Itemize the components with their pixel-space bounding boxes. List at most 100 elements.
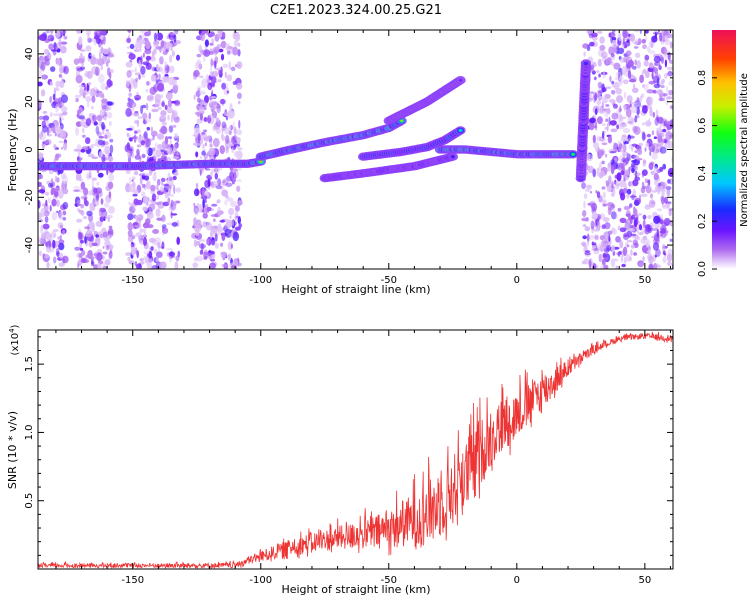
noise-speck (213, 180, 218, 186)
noise-speck (131, 234, 136, 240)
noise-speck (157, 242, 161, 249)
noise-speck (608, 116, 611, 127)
noise-speck (585, 188, 591, 193)
noise-speck (98, 136, 105, 139)
noise-speck (149, 237, 156, 243)
noise-speck (587, 184, 593, 190)
noise-speck (98, 38, 101, 44)
noise-speck (99, 109, 105, 116)
noise-speck (227, 156, 231, 161)
noise-speck (102, 251, 108, 255)
noise-speck (170, 114, 174, 123)
noise-speck (201, 78, 208, 88)
noise-speck (221, 31, 226, 39)
noise-speck (644, 227, 650, 235)
noise-speck (601, 142, 608, 146)
noise-speck (53, 144, 57, 149)
noise-speck (109, 144, 114, 154)
noise-speck (58, 39, 62, 47)
noise-speck (155, 251, 163, 259)
noise-speck (623, 79, 629, 85)
noise-speck (646, 89, 654, 94)
noise-speck (637, 148, 642, 156)
noise-speck (652, 111, 656, 118)
noise-speck (630, 164, 637, 172)
noise-speck (616, 172, 622, 182)
noise-speck (236, 150, 243, 160)
noise-speck (170, 46, 173, 51)
noise-speck (108, 173, 115, 182)
noise-speck (161, 224, 167, 229)
noise-speck (670, 238, 673, 242)
noise-speck (51, 187, 56, 193)
noise-speck (211, 203, 218, 207)
noise-speck (653, 136, 658, 139)
noise-speck (82, 127, 85, 134)
noise-speck (627, 175, 630, 178)
noise-speck (78, 178, 84, 182)
noise-speck (90, 105, 94, 110)
noise-speck (658, 132, 665, 138)
noise-speck (138, 74, 141, 80)
noise-speck (644, 30, 649, 34)
noise-speck (75, 173, 80, 181)
noise-speck (202, 143, 205, 149)
noise-speck (622, 37, 625, 46)
noise-speck (91, 242, 98, 247)
noise-speck (163, 183, 170, 187)
noise-speck (128, 30, 131, 34)
noise-speck (236, 185, 241, 192)
noise-speck (238, 119, 241, 129)
noise-speck (194, 207, 199, 216)
noise-speck (63, 142, 68, 151)
noise-speck (204, 39, 209, 47)
noise-speck (636, 60, 641, 69)
noise-speck (230, 66, 236, 72)
noise-speck (662, 256, 667, 264)
noise-speck (87, 153, 95, 158)
noise-speck (95, 220, 103, 227)
noise-speck (44, 216, 49, 223)
noise-speck (109, 68, 114, 74)
noise-speck (602, 191, 606, 199)
noise-speck (213, 46, 220, 54)
noise-speck (659, 225, 667, 233)
noise-speck (217, 30, 224, 38)
noise-speck (49, 96, 52, 104)
noise-speck (168, 205, 174, 212)
noise-speck (62, 229, 66, 235)
noise-speck (658, 30, 660, 33)
colorbar-tick-label: 0.2 (697, 213, 708, 229)
noise-speck (80, 66, 86, 70)
noise-speck (642, 169, 648, 177)
noise-speck (97, 190, 101, 194)
noise-speck (77, 58, 85, 64)
noise-speck (648, 62, 654, 69)
noise-speck (108, 225, 113, 229)
noise-speck (633, 252, 637, 256)
noise-speck (38, 132, 43, 140)
noise-speck (622, 246, 628, 256)
noise-speck (594, 234, 599, 241)
noise-speck (628, 135, 635, 139)
noise-speck (62, 111, 68, 116)
noise-speck (129, 206, 136, 214)
noise-speck (78, 36, 83, 46)
noise-speck (127, 97, 131, 102)
noise-speck (164, 61, 168, 68)
noise-speck (667, 179, 671, 184)
noise-speck (592, 134, 596, 144)
noise-speck (651, 130, 655, 136)
noise-speck (625, 254, 632, 262)
noise-speck (660, 85, 665, 88)
noise-speck (619, 122, 628, 128)
noise-speck (82, 134, 86, 138)
noise-speck (601, 101, 605, 109)
noise-speck (148, 203, 156, 211)
noise-speck (159, 115, 167, 120)
colorbar-tick-label: 0.8 (697, 70, 708, 86)
noise-speck (226, 197, 234, 202)
noise-speck (605, 86, 612, 89)
noise-speck (97, 139, 104, 146)
colorbar-ticks: 0.0 0.2 0.4 0.6 0.8 (697, 70, 717, 277)
